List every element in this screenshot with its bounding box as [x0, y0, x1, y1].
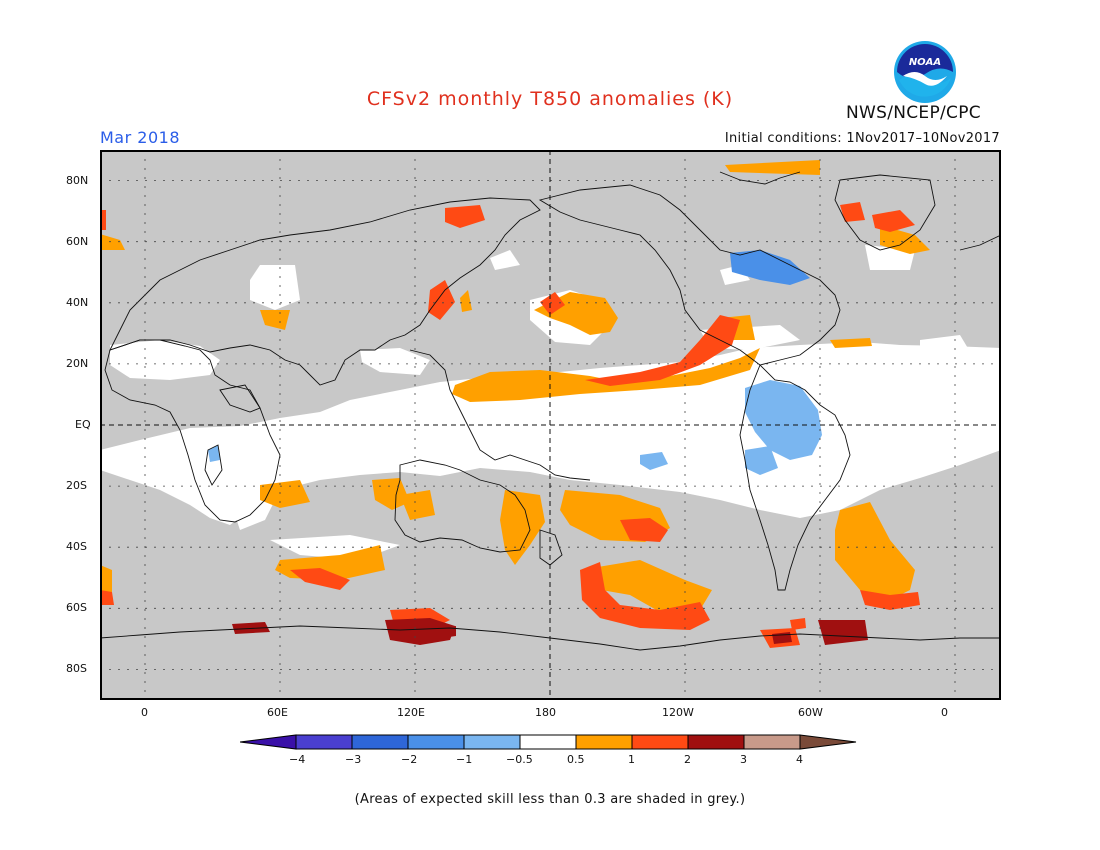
lon-label-60w: 60W: [798, 706, 823, 719]
colorbar-label-05: 0.5: [567, 753, 585, 766]
lat-label-80n: 80N: [66, 174, 89, 187]
colorbar-cell-3: [407, 734, 465, 750]
lat-label-80s: 80S: [66, 662, 87, 675]
lat-label-60n: 60N: [66, 235, 89, 248]
colorbar-label-3: 3: [740, 753, 747, 766]
anomaly-map: [100, 150, 1001, 700]
lon-label-60e: 60E: [267, 706, 288, 719]
noaa-logo-icon: NOAA: [894, 41, 956, 103]
lat-label-60s: 60S: [66, 601, 87, 614]
colorbar-cell-4: [463, 734, 521, 750]
lat-label-40s: 40S: [66, 540, 87, 553]
colorbar-cell-1: [295, 734, 353, 750]
colorbar-cell-2: [351, 734, 409, 750]
colorbar-cell-9: [743, 734, 801, 750]
colorbar-label-1: 1: [628, 753, 635, 766]
map-frame: [100, 150, 1001, 700]
skill-note: (Areas of expected skill less than 0.3 a…: [354, 792, 746, 807]
anomaly-blue-regions: [730, 250, 810, 285]
chart-title: CFSv2 monthly T850 anomalies (K): [366, 88, 734, 110]
valid-month-label: Mar 2018: [100, 128, 180, 147]
colorbar-label-4: 4: [796, 753, 803, 766]
colorbar-label-m3: −3: [345, 753, 362, 766]
colorbar-cell-5: [519, 734, 577, 750]
colorbar-cell-10: [799, 734, 857, 750]
organization-label: NWS/NCEP/CPC: [846, 103, 981, 123]
colorbar: [240, 734, 857, 750]
lon-label-120e: 120E: [397, 706, 425, 719]
colorbar-cell-6: [575, 734, 633, 750]
anomaly-lightblue-regions: [208, 380, 822, 475]
colorbar-label-m05: −0.5: [506, 753, 533, 766]
initial-conditions-label: Initial conditions: 1Nov2017–10Nov2017: [724, 131, 1000, 146]
lat-label-20s: 20S: [66, 479, 87, 492]
colorbar-label-m1: −1: [456, 753, 473, 766]
lon-label-0-right: 0: [941, 706, 948, 719]
coastlines: [100, 171, 1001, 651]
lat-label-40n: 40N: [66, 296, 89, 309]
colorbar-label-m2: −2: [401, 753, 418, 766]
lon-label-180: 180: [535, 706, 556, 719]
noaa-logo-text: NOAA: [909, 57, 941, 68]
colorbar-cell-7: [631, 734, 689, 750]
lon-label-120w: 120W: [662, 706, 694, 719]
lat-label-eq: EQ: [75, 418, 91, 431]
lon-gridlines: [144, 150, 956, 700]
colorbar-label-2: 2: [684, 753, 691, 766]
lat-label-20n: 20N: [66, 357, 89, 370]
colorbar-cell-8: [687, 734, 745, 750]
lon-label-0-left: 0: [141, 706, 148, 719]
colorbar-cell-0: [240, 734, 297, 750]
colorbar-label-m4: −4: [289, 753, 306, 766]
